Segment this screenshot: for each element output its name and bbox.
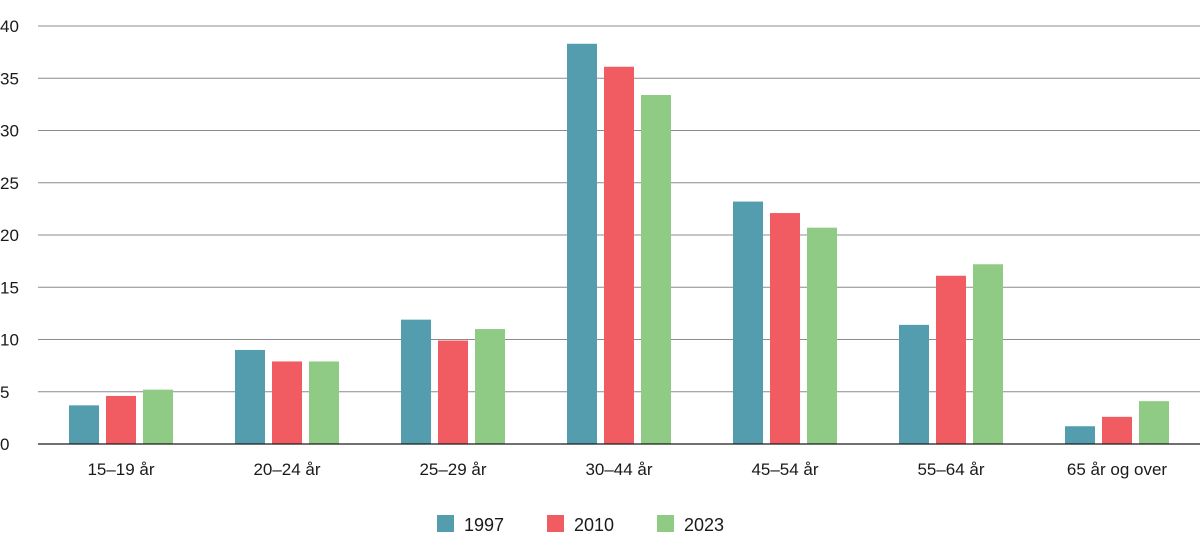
legend-label: 2010 — [574, 515, 614, 535]
y-axis-ticks: 0 5 10 15 20 25 30 35 40 — [0, 17, 19, 454]
bar-2023-7 — [1139, 401, 1169, 444]
y-tick-label: 25 — [0, 174, 19, 193]
bar-2023-5 — [807, 227, 837, 444]
legend-swatch — [547, 515, 564, 532]
y-tick-label: 5 — [0, 383, 9, 402]
x-tick-label: 15–19 år — [87, 460, 154, 479]
legend-label: 2023 — [684, 515, 724, 535]
bar-1997-5 — [733, 201, 763, 444]
x-tick-label: 55–64 år — [917, 460, 984, 479]
bar-2023-6 — [973, 264, 1003, 444]
bar-2010-3 — [438, 340, 468, 444]
bar-1997-7 — [1065, 426, 1095, 444]
y-tick-label: 0 — [0, 435, 9, 454]
y-tick-label: 20 — [0, 226, 19, 245]
bar-1997-3 — [401, 319, 431, 444]
legend-swatch — [657, 515, 674, 532]
x-tick-label: 25–29 år — [419, 460, 486, 479]
y-tick-label: 15 — [0, 278, 19, 297]
bar-2010-7 — [1102, 416, 1132, 444]
x-axis-ticks: 15–19 år 20–24 år 25–29 år 30–44 år 45–54 år… — [87, 460, 1167, 479]
legend: 1997 2010 2023 — [437, 515, 724, 535]
bar-2010-5 — [770, 213, 800, 444]
bar-1997-6 — [899, 324, 929, 444]
bar-1997-2 — [235, 349, 265, 444]
y-tick-label: 10 — [0, 331, 19, 350]
x-tick-label: 65 år og over — [1067, 460, 1168, 479]
bar-2023-3 — [475, 329, 505, 444]
x-tick-label: 20–24 år — [253, 460, 320, 479]
bar-2010-1 — [106, 395, 136, 444]
legend-swatch — [437, 515, 454, 532]
bar-2023-2 — [309, 361, 339, 444]
x-tick-label: 45–54 år — [751, 460, 818, 479]
bar-1997-4 — [567, 43, 597, 444]
bar-2023-4 — [641, 94, 671, 444]
y-tick-label: 40 — [0, 17, 19, 36]
x-tick-label: 30–44 år — [585, 460, 652, 479]
legend-label: 1997 — [464, 515, 504, 535]
y-tick-label: 30 — [0, 122, 19, 141]
bars — [69, 43, 1169, 444]
bar-2010-2 — [272, 361, 302, 444]
bar-1997-1 — [69, 405, 99, 444]
bar-2023-1 — [143, 389, 173, 444]
bar-2010-6 — [936, 275, 966, 444]
y-tick-label: 35 — [0, 69, 19, 88]
bar-2010-4 — [604, 66, 634, 444]
